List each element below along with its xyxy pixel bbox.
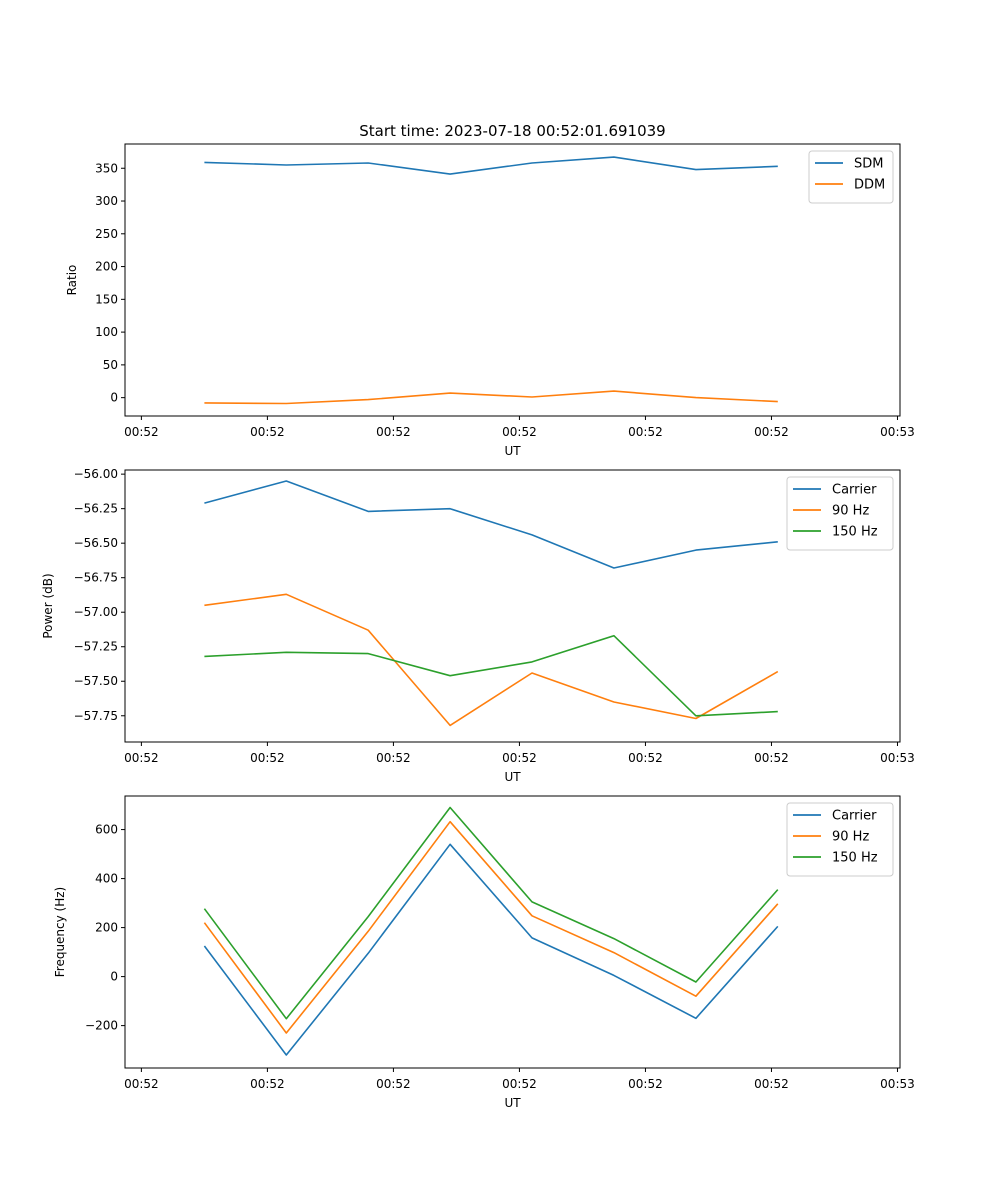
y-axis-label: Ratio bbox=[65, 265, 79, 296]
x-tick-label: 00:52 bbox=[502, 751, 537, 765]
x-tick-label: 00:52 bbox=[754, 751, 789, 765]
legend-entry: 150 Hz bbox=[832, 525, 878, 540]
x-tick-label: 00:52 bbox=[376, 1077, 411, 1091]
x-tick-label: 00:53 bbox=[880, 751, 915, 765]
chart-title: Start time: 2023-07-18 00:52:01.691039 bbox=[359, 122, 665, 140]
series-line-carrier bbox=[204, 480, 778, 569]
y-tick-label: −56.75 bbox=[74, 571, 118, 585]
y-tick-label: −57.50 bbox=[74, 674, 118, 688]
axes-frame bbox=[124, 795, 901, 1069]
y-tick-label: −56.25 bbox=[74, 502, 118, 516]
y-axis-label: Frequency (Hz) bbox=[53, 887, 67, 978]
series-line-90-hz bbox=[203, 820, 779, 1034]
x-tick-label: 00:52 bbox=[502, 425, 537, 439]
x-tick-label: 00:53 bbox=[880, 425, 915, 439]
series-line-sdm bbox=[204, 156, 778, 175]
x-tick-label: 00:52 bbox=[754, 1077, 789, 1091]
y-tick-label: 250 bbox=[95, 227, 118, 241]
y-tick-label: 100 bbox=[95, 325, 118, 339]
axes-frame bbox=[124, 143, 901, 417]
y-tick-label: 150 bbox=[95, 292, 118, 306]
x-tick-label: 00:52 bbox=[376, 751, 411, 765]
x-tick-label: 00:52 bbox=[628, 1077, 663, 1091]
x-tick-label: 00:52 bbox=[628, 425, 663, 439]
legend-entry: 90 Hz bbox=[832, 504, 869, 519]
series-line-carrier bbox=[203, 843, 779, 1056]
y-tick-label: 0 bbox=[110, 391, 118, 405]
y-tick-label: 200 bbox=[95, 260, 118, 274]
y-tick-label: −56.00 bbox=[74, 467, 118, 481]
legend-entry: 90 Hz bbox=[832, 830, 869, 845]
x-tick-label: 00:52 bbox=[250, 1077, 285, 1091]
series-line-ddm bbox=[204, 390, 778, 405]
x-axis-label: UT bbox=[504, 444, 521, 458]
y-tick-label: −57.00 bbox=[74, 605, 118, 619]
x-tick-label: 00:52 bbox=[250, 751, 285, 765]
y-tick-label: 0 bbox=[110, 970, 118, 984]
x-axis-label: UT bbox=[504, 770, 521, 784]
chart-1: Start time: 2023-07-18 00:52:01.69103900… bbox=[65, 122, 915, 458]
y-axis-label: Power (dB) bbox=[41, 573, 55, 638]
legend-entry: DDM bbox=[854, 178, 885, 193]
x-tick-label: 00:52 bbox=[376, 425, 411, 439]
axes-frame bbox=[124, 469, 901, 743]
x-tick-label: 00:52 bbox=[124, 425, 159, 439]
legend-entry: SDM bbox=[854, 157, 883, 172]
y-tick-label: −56.50 bbox=[74, 536, 118, 550]
x-axis-label: UT bbox=[504, 1096, 521, 1110]
x-tick-label: 00:52 bbox=[628, 751, 663, 765]
legend-box bbox=[808, 150, 894, 204]
y-tick-label: −57.75 bbox=[74, 709, 118, 723]
x-tick-label: 00:52 bbox=[250, 425, 285, 439]
y-tick-label: 350 bbox=[95, 161, 118, 175]
legend-entry: 150 Hz bbox=[832, 851, 878, 866]
y-tick-label: −57.25 bbox=[74, 640, 118, 654]
x-tick-label: 00:52 bbox=[502, 1077, 537, 1091]
series-line-150-hz bbox=[203, 806, 779, 1020]
y-tick-label: 400 bbox=[95, 872, 118, 886]
legend-entry: Carrier bbox=[832, 483, 877, 498]
chart-3: 00:52 00:52 00:52 00:52 00:52 00:52 00:53 −200 0… bbox=[53, 795, 915, 1110]
chart-2: 00:52 00:52 00:52 00:52 00:52 00:52 00:53 −57.7… bbox=[41, 467, 915, 784]
legend: Carrier 90 Hz 150 Hz bbox=[786, 476, 894, 551]
x-tick-label: 00:52 bbox=[124, 751, 159, 765]
y-tick-label: 200 bbox=[95, 921, 118, 935]
y-tick-label: −200 bbox=[85, 1019, 118, 1033]
series-line-150-hz bbox=[204, 634, 778, 717]
legend: Carrier 90 Hz 150 Hz bbox=[786, 802, 894, 877]
legend: SDM DDM bbox=[808, 150, 894, 204]
y-tick-label: 600 bbox=[95, 823, 118, 837]
legend-entry: Carrier bbox=[832, 809, 877, 824]
x-tick-label: 00:52 bbox=[124, 1077, 159, 1091]
y-tick-label: 300 bbox=[95, 194, 118, 208]
x-tick-label: 00:53 bbox=[880, 1077, 915, 1091]
series-line-90-hz bbox=[204, 593, 779, 727]
y-tick-label: 50 bbox=[103, 358, 118, 372]
x-tick-label: 00:52 bbox=[754, 425, 789, 439]
